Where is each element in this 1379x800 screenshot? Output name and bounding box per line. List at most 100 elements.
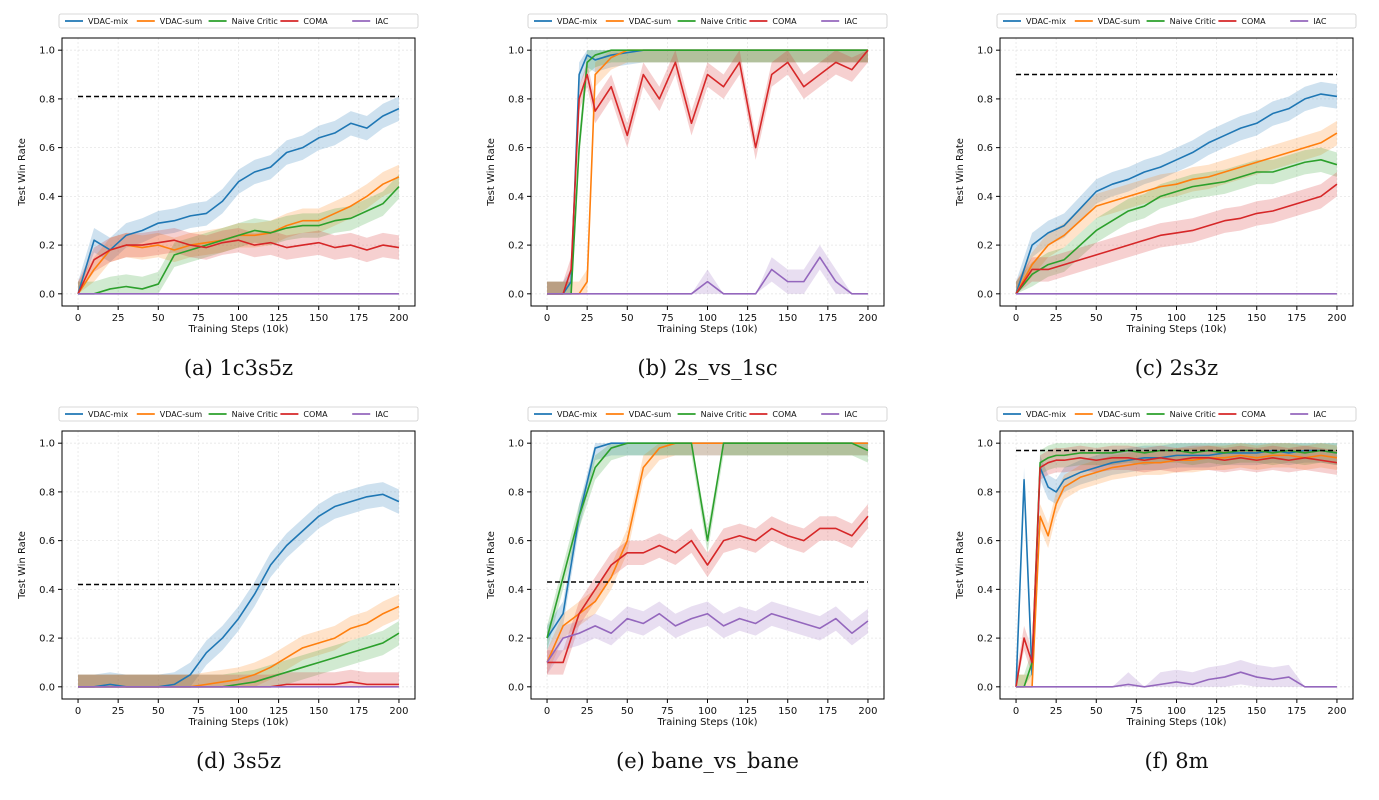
y-tick-label: 0.2 <box>39 634 55 645</box>
legend-label: VDAC-sum <box>629 410 672 419</box>
series-band-vdac-mix <box>78 96 399 294</box>
chart-panel-0: 0 25 50 75 100 125 150 175 200 0.0 0.2 0.4 0.6 0.8 1.0… <box>17 13 419 380</box>
x-tick-label: 125 <box>738 706 757 717</box>
x-tick-label: 50 <box>152 706 165 717</box>
legend-label: VDAC-sum <box>160 17 203 26</box>
y-tick-label: 0.4 <box>508 585 524 596</box>
x-tick-label: 175 <box>349 313 368 324</box>
x-tick-label: 25 <box>581 313 594 324</box>
x-tick-label: 25 <box>1050 706 1063 717</box>
y-tick-label: 0.6 <box>39 143 55 154</box>
x-tick-label: 200 <box>858 706 877 717</box>
x-tick-label: 75 <box>1130 313 1143 324</box>
x-tick-label: 100 <box>229 706 248 717</box>
y-tick-label: 1.0 <box>508 46 524 57</box>
series-band-coma <box>1016 445 1337 687</box>
y-axis-label: Test Win Rate <box>486 138 497 207</box>
legend-label: COMA <box>1241 17 1266 26</box>
y-tick-label: 0.6 <box>977 143 993 154</box>
x-tick-label: 200 <box>1327 313 1346 324</box>
y-axis-label: Test Win Rate <box>17 531 28 600</box>
series-line-coma <box>1015 183 1338 295</box>
y-tick-label: 0.6 <box>508 536 524 547</box>
x-tick-label: 25 <box>112 313 125 324</box>
x-tick-label: 200 <box>389 706 408 717</box>
x-tick-label: 150 <box>778 706 797 717</box>
x-tick-label: 200 <box>858 313 877 324</box>
x-tick-label: 175 <box>1287 313 1306 324</box>
y-tick-label: 0.8 <box>508 94 524 105</box>
legend-label: IAC <box>1313 410 1327 419</box>
x-tick-label: 175 <box>1287 706 1306 717</box>
series-line-iac <box>1016 671 1337 688</box>
y-tick-label: 0.4 <box>39 192 55 203</box>
series-band-naive-critic <box>78 174 399 294</box>
legend-label: Naive Critic <box>1170 410 1216 419</box>
y-tick-label: 0.2 <box>977 634 993 645</box>
x-tick-label: 125 <box>1207 706 1226 717</box>
y-tick-label: 0.2 <box>977 241 993 252</box>
series-band-coma <box>78 669 399 687</box>
legend-label: IAC <box>375 410 389 419</box>
x-axis-label: Training Steps (10k) <box>656 324 757 335</box>
y-tick-label: 0.0 <box>39 682 55 693</box>
x-axis-label: Training Steps (10k) <box>187 717 288 728</box>
series-band-naive-critic <box>547 443 868 651</box>
x-tick-label: 100 <box>1167 706 1186 717</box>
x-tick-label: 150 <box>1247 313 1266 324</box>
y-tick-label: 0.4 <box>39 585 55 596</box>
y-tick-label: 1.0 <box>977 439 993 450</box>
legend-box <box>527 406 888 422</box>
series-band-naive-critic <box>78 621 399 687</box>
series-band-iac <box>547 601 868 675</box>
y-axis-label: Test Win Rate <box>486 531 497 600</box>
panel-caption: (a) 1c3s5z <box>184 356 293 380</box>
series-line-iac <box>547 256 868 295</box>
legend-box <box>527 13 888 29</box>
legend-box <box>58 13 419 29</box>
legend-label: VDAC-mix <box>557 410 597 419</box>
series-band-naive-critic <box>1016 147 1337 294</box>
y-tick-label: 0.6 <box>977 536 993 547</box>
chart-panel-5: 0 25 50 75 100 125 150 175 200 0.0 0.2 0.4 0.6 0.8 1.0… <box>955 406 1357 773</box>
legend-label: Naive Critic <box>701 410 747 419</box>
x-axis-label: Training Steps (10k) <box>187 324 288 335</box>
x-tick-label: 75 <box>1130 706 1143 717</box>
series-band-naive-critic <box>1016 443 1337 687</box>
legend-label: Naive Critic <box>232 410 278 419</box>
series-band-iac <box>547 245 868 294</box>
y-tick-label: 0.4 <box>508 192 524 203</box>
y-tick-label: 0.0 <box>977 289 993 300</box>
series-line-naive-critic <box>1015 159 1338 295</box>
legend-box <box>996 406 1357 422</box>
x-tick-label: 75 <box>661 313 674 324</box>
y-tick-label: 0.4 <box>977 192 993 203</box>
legend-label: VDAC-mix <box>1026 17 1066 26</box>
panel-caption: (c) 2s3z <box>1135 356 1218 380</box>
x-tick-label: 150 <box>309 706 328 717</box>
legend-label: VDAC-sum <box>1098 410 1141 419</box>
y-tick-label: 0.8 <box>39 94 55 105</box>
x-tick-label: 175 <box>818 706 837 717</box>
legend-label: Naive Critic <box>701 17 747 26</box>
legend-label: IAC <box>844 17 858 26</box>
y-axis-label: Test Win Rate <box>17 138 28 207</box>
panel-caption: (e) bane_vs_bane <box>616 749 799 773</box>
legend-label: COMA <box>1241 410 1266 419</box>
x-axis-label: Training Steps (10k) <box>1125 324 1226 335</box>
x-tick-label: 75 <box>661 706 674 717</box>
legend-label: COMA <box>772 17 797 26</box>
series-line-coma <box>77 239 400 295</box>
legend-label: VDAC-sum <box>629 17 672 26</box>
y-tick-label: 0.8 <box>508 487 524 498</box>
y-tick-label: 0.6 <box>508 143 524 154</box>
legend-label: IAC <box>375 17 389 26</box>
y-tick-label: 0.8 <box>39 487 55 498</box>
x-tick-label: 150 <box>309 313 328 324</box>
x-axis-label: Training Steps (10k) <box>1125 717 1226 728</box>
x-tick-label: 50 <box>621 313 634 324</box>
legend-box <box>58 406 419 422</box>
chart-panel-1: 0 25 50 75 100 125 150 175 200 0.0 0.2 0.4 0.6 0.8 1.0… <box>486 13 888 380</box>
series-band-vdac-sum <box>78 164 399 294</box>
y-tick-label: 0.2 <box>508 634 524 645</box>
